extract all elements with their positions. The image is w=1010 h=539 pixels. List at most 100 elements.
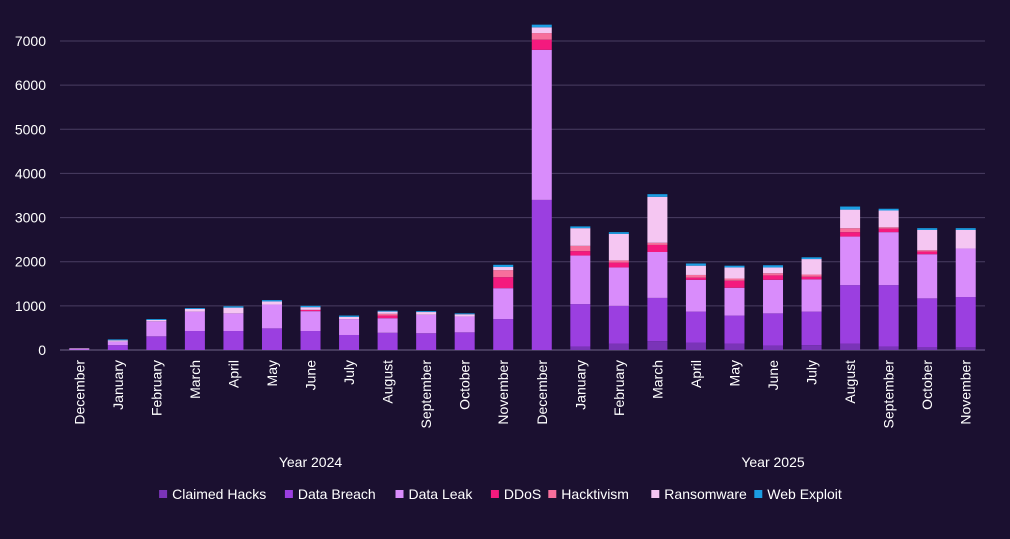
bar-segment-web-exploit xyxy=(724,266,744,268)
legend-swatch xyxy=(548,490,556,498)
bar-segment-web-exploit xyxy=(108,339,128,340)
bar-segment-data-breach xyxy=(185,331,205,350)
bar-segment-data-leak xyxy=(840,237,860,286)
x-tick-label: April xyxy=(225,360,241,388)
bar-segment-web-exploit xyxy=(956,228,976,230)
bar-segment-ransomware xyxy=(262,301,282,304)
x-tick-label: May xyxy=(726,360,742,386)
y-tick-label: 2000 xyxy=(15,254,46,270)
bar-segment-claimed-hacks xyxy=(686,342,706,350)
bar-segment-data-leak xyxy=(455,316,475,332)
x-tick-label: December xyxy=(71,360,87,425)
bar-segment-ddos xyxy=(917,252,937,255)
bar-segment-web-exploit xyxy=(223,306,243,307)
bar-segment-web-exploit xyxy=(879,209,899,211)
legend-label: Hacktivism xyxy=(561,486,629,502)
bar-segment-hacktivism xyxy=(763,273,783,275)
x-tick-label: November xyxy=(958,360,974,425)
bar-segment-claimed-hacks xyxy=(917,347,937,350)
legend-swatch xyxy=(651,490,659,498)
bar-segment-claimed-hacks xyxy=(647,341,667,350)
legend-swatch xyxy=(159,490,167,498)
bar-segment-data-leak xyxy=(339,319,359,335)
bar-segment-ransomware xyxy=(493,267,513,270)
x-tick-label: February xyxy=(148,360,164,416)
legend-item: Web Exploit xyxy=(754,486,842,502)
legend-label: Data Breach xyxy=(298,486,376,502)
y-tick-label: 3000 xyxy=(15,210,46,226)
bar-segment-data-breach xyxy=(146,336,166,350)
legend-item: DDoS xyxy=(491,486,541,502)
bar-segment-ransomware xyxy=(146,320,166,321)
bar-segment-ddos xyxy=(802,277,822,280)
bar-segment-web-exploit xyxy=(493,265,513,267)
bar-segment-ddos xyxy=(378,316,398,319)
year-group-labels: Year 2024 Year 2025 xyxy=(279,454,805,470)
bar-segment-ransomware xyxy=(647,197,667,243)
bar-segment-ransomware xyxy=(301,307,321,310)
bar-segment-web-exploit xyxy=(840,207,860,210)
bar-segment-ransomware xyxy=(108,340,128,341)
bar-segment-ransomware xyxy=(840,210,860,229)
bar-segment-claimed-hacks xyxy=(840,344,860,350)
bar-segment-data-breach xyxy=(378,333,398,350)
bar-segment-data-breach xyxy=(879,285,899,346)
bar-segment-ransomware xyxy=(416,312,436,315)
bar-segment-data-breach xyxy=(108,345,128,350)
legend-swatch xyxy=(754,490,762,498)
bar-segment-data-breach xyxy=(532,200,552,350)
bar-segment-web-exploit xyxy=(416,311,436,312)
bar-segment-data-leak xyxy=(301,311,321,331)
bar-segment-data-breach xyxy=(493,319,513,350)
bar-segment-hacktivism xyxy=(724,278,744,280)
legend-label: Data Leak xyxy=(409,486,474,502)
x-tick-label: September xyxy=(418,360,434,429)
x-tick-label: June xyxy=(765,360,781,391)
y-tick-label: 0 xyxy=(38,342,46,358)
bar-segment-data-leak xyxy=(609,267,629,305)
bar-segment-data-leak xyxy=(532,50,552,200)
bar-segment-web-exploit xyxy=(647,194,667,197)
bar-segment-claimed-hacks xyxy=(570,346,590,350)
bar-segment-data-leak xyxy=(724,288,744,316)
bar-segment-ransomware xyxy=(956,230,976,249)
x-tick-label: February xyxy=(611,360,627,416)
bar-segment-data-leak xyxy=(570,256,590,305)
bar-segment-ddos xyxy=(763,275,783,279)
x-tick-label: May xyxy=(264,360,280,386)
bar-segment-data-breach xyxy=(802,312,822,346)
bar-segment-hacktivism xyxy=(647,243,667,245)
bar-segment-data-breach xyxy=(724,316,744,344)
bar-segment-web-exploit xyxy=(532,25,552,28)
x-tick-label: August xyxy=(842,360,858,404)
y-tick-label: 7000 xyxy=(15,33,46,49)
y-tick-label: 4000 xyxy=(15,165,46,181)
bar-segment-data-leak xyxy=(802,279,822,311)
bar-segment-ddos xyxy=(609,263,629,268)
bar-segment-data-leak xyxy=(763,280,783,314)
bar-segment-ransomware xyxy=(686,266,706,275)
bar-segment-web-exploit xyxy=(378,311,398,312)
x-tick-label: January xyxy=(572,360,588,410)
bar-segment-web-exploit xyxy=(570,226,590,228)
bar-segment-ddos xyxy=(570,251,590,255)
group-label: Year 2024 xyxy=(279,454,343,470)
bar-segment-ddos xyxy=(647,245,667,252)
bar-segment-hacktivism xyxy=(532,33,552,40)
bar-segment-data-leak xyxy=(416,315,436,334)
x-tick-label: December xyxy=(534,360,550,425)
bar-segment-web-exploit xyxy=(917,228,937,230)
bar-segment-data-leak xyxy=(686,280,706,312)
legend-item: Claimed Hacks xyxy=(159,486,266,502)
legend-item: Hacktivism xyxy=(548,486,629,502)
bar-segment-web-exploit xyxy=(763,265,783,267)
group-label: Year 2025 xyxy=(741,454,805,470)
bar-segment-web-exploit xyxy=(686,263,706,265)
bar-segment-ddos xyxy=(532,40,552,50)
bar-segment-ransomware xyxy=(609,234,629,260)
x-tick-label: August xyxy=(380,360,396,404)
bar-segment-hacktivism xyxy=(879,227,899,228)
